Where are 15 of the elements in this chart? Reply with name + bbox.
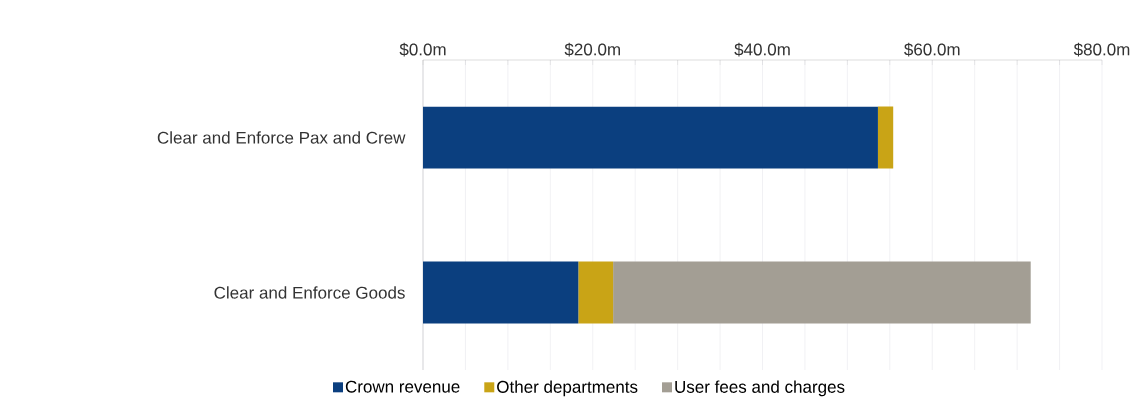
y-tick-label: Clear and Enforce Pax and Crew xyxy=(157,131,406,144)
x-tick-label: $0.0m xyxy=(399,42,446,57)
bar xyxy=(613,261,1031,324)
legend-label: Other departments xyxy=(497,380,638,397)
bar xyxy=(423,106,878,169)
x-tick-label: $20.0m xyxy=(564,42,620,57)
bar xyxy=(423,261,579,324)
bar xyxy=(578,261,614,324)
x-tick-label: $80.0m xyxy=(1073,42,1130,57)
x-tick-label: $40.0m xyxy=(734,42,790,57)
legend-label: Crown revenue xyxy=(345,380,460,393)
y-tick-label: Clear and Enforce Goods xyxy=(214,286,405,299)
x-tick-label: $60.0m xyxy=(904,42,960,57)
legend-label: User fees and charges xyxy=(675,380,845,397)
bar xyxy=(877,106,894,169)
